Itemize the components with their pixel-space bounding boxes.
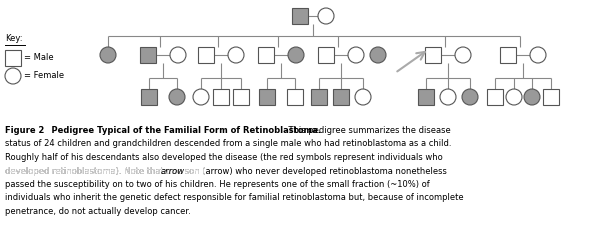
- Bar: [318, 47, 334, 63]
- Text: = Female: = Female: [24, 71, 64, 80]
- Bar: [500, 47, 516, 63]
- Bar: [198, 47, 214, 63]
- Circle shape: [462, 89, 478, 105]
- Circle shape: [288, 47, 304, 63]
- Text: = Male: = Male: [24, 54, 54, 63]
- Text: arrow: arrow: [160, 167, 185, 175]
- Text: developed retinoblastoma). Note that one son (arrow) who never developed retinob: developed retinoblastoma). Note that one…: [5, 167, 447, 175]
- Bar: [543, 89, 559, 105]
- Bar: [418, 89, 434, 105]
- Circle shape: [355, 89, 371, 105]
- Circle shape: [455, 47, 471, 63]
- Circle shape: [530, 47, 546, 63]
- Circle shape: [348, 47, 364, 63]
- Text: Key:: Key:: [5, 34, 22, 43]
- Text: status of 24 children and grandchildren descended from a single male who had ret: status of 24 children and grandchildren …: [5, 139, 452, 149]
- Circle shape: [506, 89, 522, 105]
- Bar: [141, 89, 157, 105]
- Bar: [333, 89, 349, 105]
- Circle shape: [370, 47, 386, 63]
- Bar: [140, 47, 156, 63]
- Circle shape: [524, 89, 540, 105]
- Bar: [213, 89, 229, 105]
- Bar: [425, 47, 441, 63]
- Circle shape: [5, 68, 21, 84]
- Text: developed retinoblastoma). Note that one son (: developed retinoblastoma). Note that one…: [5, 167, 206, 175]
- Circle shape: [228, 47, 244, 63]
- Text: Pedigree Typical of the Familial Form of Retinoblastoma.: Pedigree Typical of the Familial Form of…: [40, 126, 321, 135]
- Bar: [487, 89, 503, 105]
- Text: individuals who inherit the genetic defect responsible for familial retinoblasto: individuals who inherit the genetic defe…: [5, 193, 464, 203]
- Bar: [5, 50, 21, 66]
- Bar: [292, 8, 308, 24]
- Bar: [311, 89, 327, 105]
- Circle shape: [169, 89, 185, 105]
- Bar: [287, 89, 303, 105]
- Text: This pedigree summarizes the disease: This pedigree summarizes the disease: [278, 126, 451, 135]
- Text: penetrance, do not actually develop cancer.: penetrance, do not actually develop canc…: [5, 207, 191, 216]
- Circle shape: [170, 47, 186, 63]
- Circle shape: [193, 89, 209, 105]
- Bar: [258, 47, 274, 63]
- Bar: [259, 89, 275, 105]
- Circle shape: [318, 8, 334, 24]
- Text: Figure 2: Figure 2: [5, 126, 45, 135]
- Circle shape: [440, 89, 456, 105]
- Bar: [233, 89, 249, 105]
- Text: Roughly half of his descendants also developed the disease (the red symbols repr: Roughly half of his descendants also dev…: [5, 153, 443, 162]
- Circle shape: [100, 47, 116, 63]
- Text: passed the susceptibility on to two of his children. He represents one of the sm: passed the susceptibility on to two of h…: [5, 180, 430, 189]
